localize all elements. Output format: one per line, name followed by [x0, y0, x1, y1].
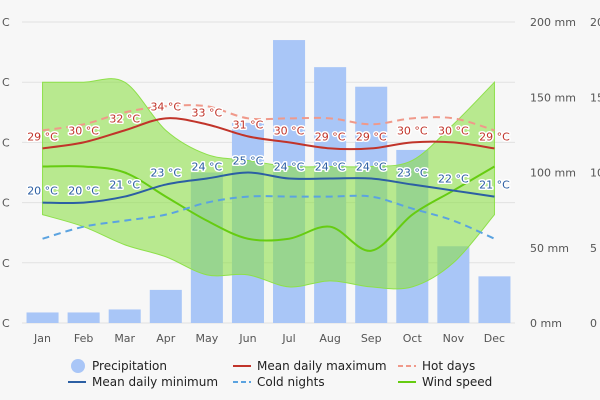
min-data-label: 20 °C	[27, 185, 58, 198]
min-data-label-halo: 20 °C	[27, 185, 58, 198]
max-data-label-halo: 29 °C	[356, 130, 387, 143]
hot-days-line	[42, 104, 495, 132]
max-data-label-halo: 30 °C	[274, 124, 305, 137]
x-axis-label: Oct	[403, 332, 423, 345]
min-data-label-halo: 25 °C	[233, 155, 264, 168]
legend-label: Cold nights	[257, 375, 325, 389]
mean-daily-minimum-line	[42, 171, 495, 205]
precip-axis-tick-label: 150 mm	[530, 91, 576, 104]
min-data-label: 23 °C	[397, 167, 428, 180]
left-axis-tick-label: C	[2, 317, 10, 330]
x-axis-label: Jan	[33, 332, 51, 345]
wind-speed-line	[42, 165, 495, 252]
legend-label: Precipitation	[92, 359, 167, 373]
max-data-label: 30 °C	[274, 124, 305, 137]
min-data-label: 22 °C	[438, 173, 469, 186]
min-data-label: 24 °C	[356, 161, 387, 174]
min-data-label: 24 °C	[192, 161, 223, 174]
precip-axis-tick-label: 100 mm	[530, 167, 576, 180]
legend-label: Mean daily minimum	[92, 375, 218, 389]
legend-label: Wind speed	[422, 375, 492, 389]
min-data-label-halo: 24 °C	[315, 161, 346, 174]
max-data-label: 32 °C	[109, 112, 140, 125]
min-data-label: 23 °C	[150, 167, 181, 180]
max-data-label-halo: 29 °C	[315, 130, 346, 143]
min-data-label: 24 °C	[315, 161, 346, 174]
wind-axis-tick-label: 15	[590, 91, 600, 104]
wind-axis-tick-label: 5	[590, 242, 597, 255]
mean-daily-maximum-line	[42, 117, 495, 151]
left-axis-tick-label: C	[2, 76, 10, 89]
left-axis-tick-label: C	[2, 16, 10, 29]
min-data-label: 21 °C	[479, 179, 510, 192]
max-data-label-halo: 31 °C	[233, 118, 264, 131]
precipitation-bar	[26, 312, 59, 323]
max-data-label-halo: 29 °C	[479, 130, 510, 143]
legend-symbol	[71, 359, 85, 373]
x-axis-label: May	[196, 332, 219, 345]
legend-label: Mean daily maximum	[257, 359, 387, 373]
min-data-label: 21 °C	[109, 179, 140, 192]
max-data-label-halo: 29 °C	[27, 130, 58, 143]
min-data-label-halo: 24 °C	[192, 161, 223, 174]
max-data-label-halo: 34 °C	[150, 100, 181, 113]
max-data-label-halo: 32 °C	[109, 112, 140, 125]
max-data-label: 34 °C	[150, 100, 181, 113]
max-data-label: 31 °C	[233, 118, 264, 131]
max-data-label: 33 °C	[192, 106, 223, 119]
x-axis-label: Feb	[74, 332, 93, 345]
min-data-label-halo: 21 °C	[479, 179, 510, 192]
min-data-label-halo: 24 °C	[356, 161, 387, 174]
x-axis-label: Mar	[114, 332, 135, 345]
left-axis-tick-label: C	[2, 257, 10, 270]
x-axis-label: Apr	[156, 332, 176, 345]
wind-axis-tick-label: 10	[590, 167, 600, 180]
min-data-label-halo: 23 °C	[150, 167, 181, 180]
max-data-label-halo: 30 °C	[397, 124, 428, 137]
wind-axis-tick-label: 20	[590, 16, 600, 29]
precipitation-bar	[67, 312, 100, 323]
precipitation-bar	[149, 289, 182, 323]
min-data-label-halo: 24 °C	[274, 161, 305, 174]
x-axis-label: Aug	[319, 332, 340, 345]
min-data-label: 25 °C	[233, 155, 264, 168]
max-data-label: 29 °C	[27, 130, 58, 143]
max-data-label-halo: 30 °C	[438, 124, 469, 137]
max-data-label: 30 °C	[397, 124, 428, 137]
max-data-label-halo: 33 °C	[192, 106, 223, 119]
max-data-label: 29 °C	[356, 130, 387, 143]
precip-axis-tick-label: 200 mm	[530, 16, 576, 29]
cold-nights-line	[42, 194, 495, 240]
max-data-label: 29 °C	[315, 130, 346, 143]
precip-axis-tick-label: 0 mm	[530, 317, 562, 330]
x-axis-label: Nov	[443, 332, 465, 345]
max-data-label: 30 °C	[438, 124, 469, 137]
max-data-label-halo: 30 °C	[68, 124, 99, 137]
x-axis-label: Jul	[281, 332, 295, 345]
x-axis-label: Sep	[361, 332, 382, 345]
x-axis-label: Dec	[484, 332, 505, 345]
precipitation-bar	[108, 309, 141, 323]
max-data-label: 29 °C	[479, 130, 510, 143]
min-data-label-halo: 20 °C	[68, 185, 99, 198]
left-axis-tick-label: C	[2, 136, 10, 149]
min-data-label: 24 °C	[274, 161, 305, 174]
precip-axis-tick-label: 50 mm	[530, 242, 569, 255]
max-data-label: 30 °C	[68, 124, 99, 137]
min-data-label-halo: 22 °C	[438, 173, 469, 186]
min-data-label-halo: 23 °C	[397, 167, 428, 180]
left-axis-tick-label: C	[2, 197, 10, 210]
legend-label: Hot days	[422, 359, 475, 373]
wind-axis-tick-label: 0	[590, 317, 597, 330]
precipitation-bar	[478, 276, 511, 323]
x-axis-label: Jun	[238, 332, 256, 345]
min-data-label-halo: 21 °C	[109, 179, 140, 192]
min-data-label: 20 °C	[68, 185, 99, 198]
